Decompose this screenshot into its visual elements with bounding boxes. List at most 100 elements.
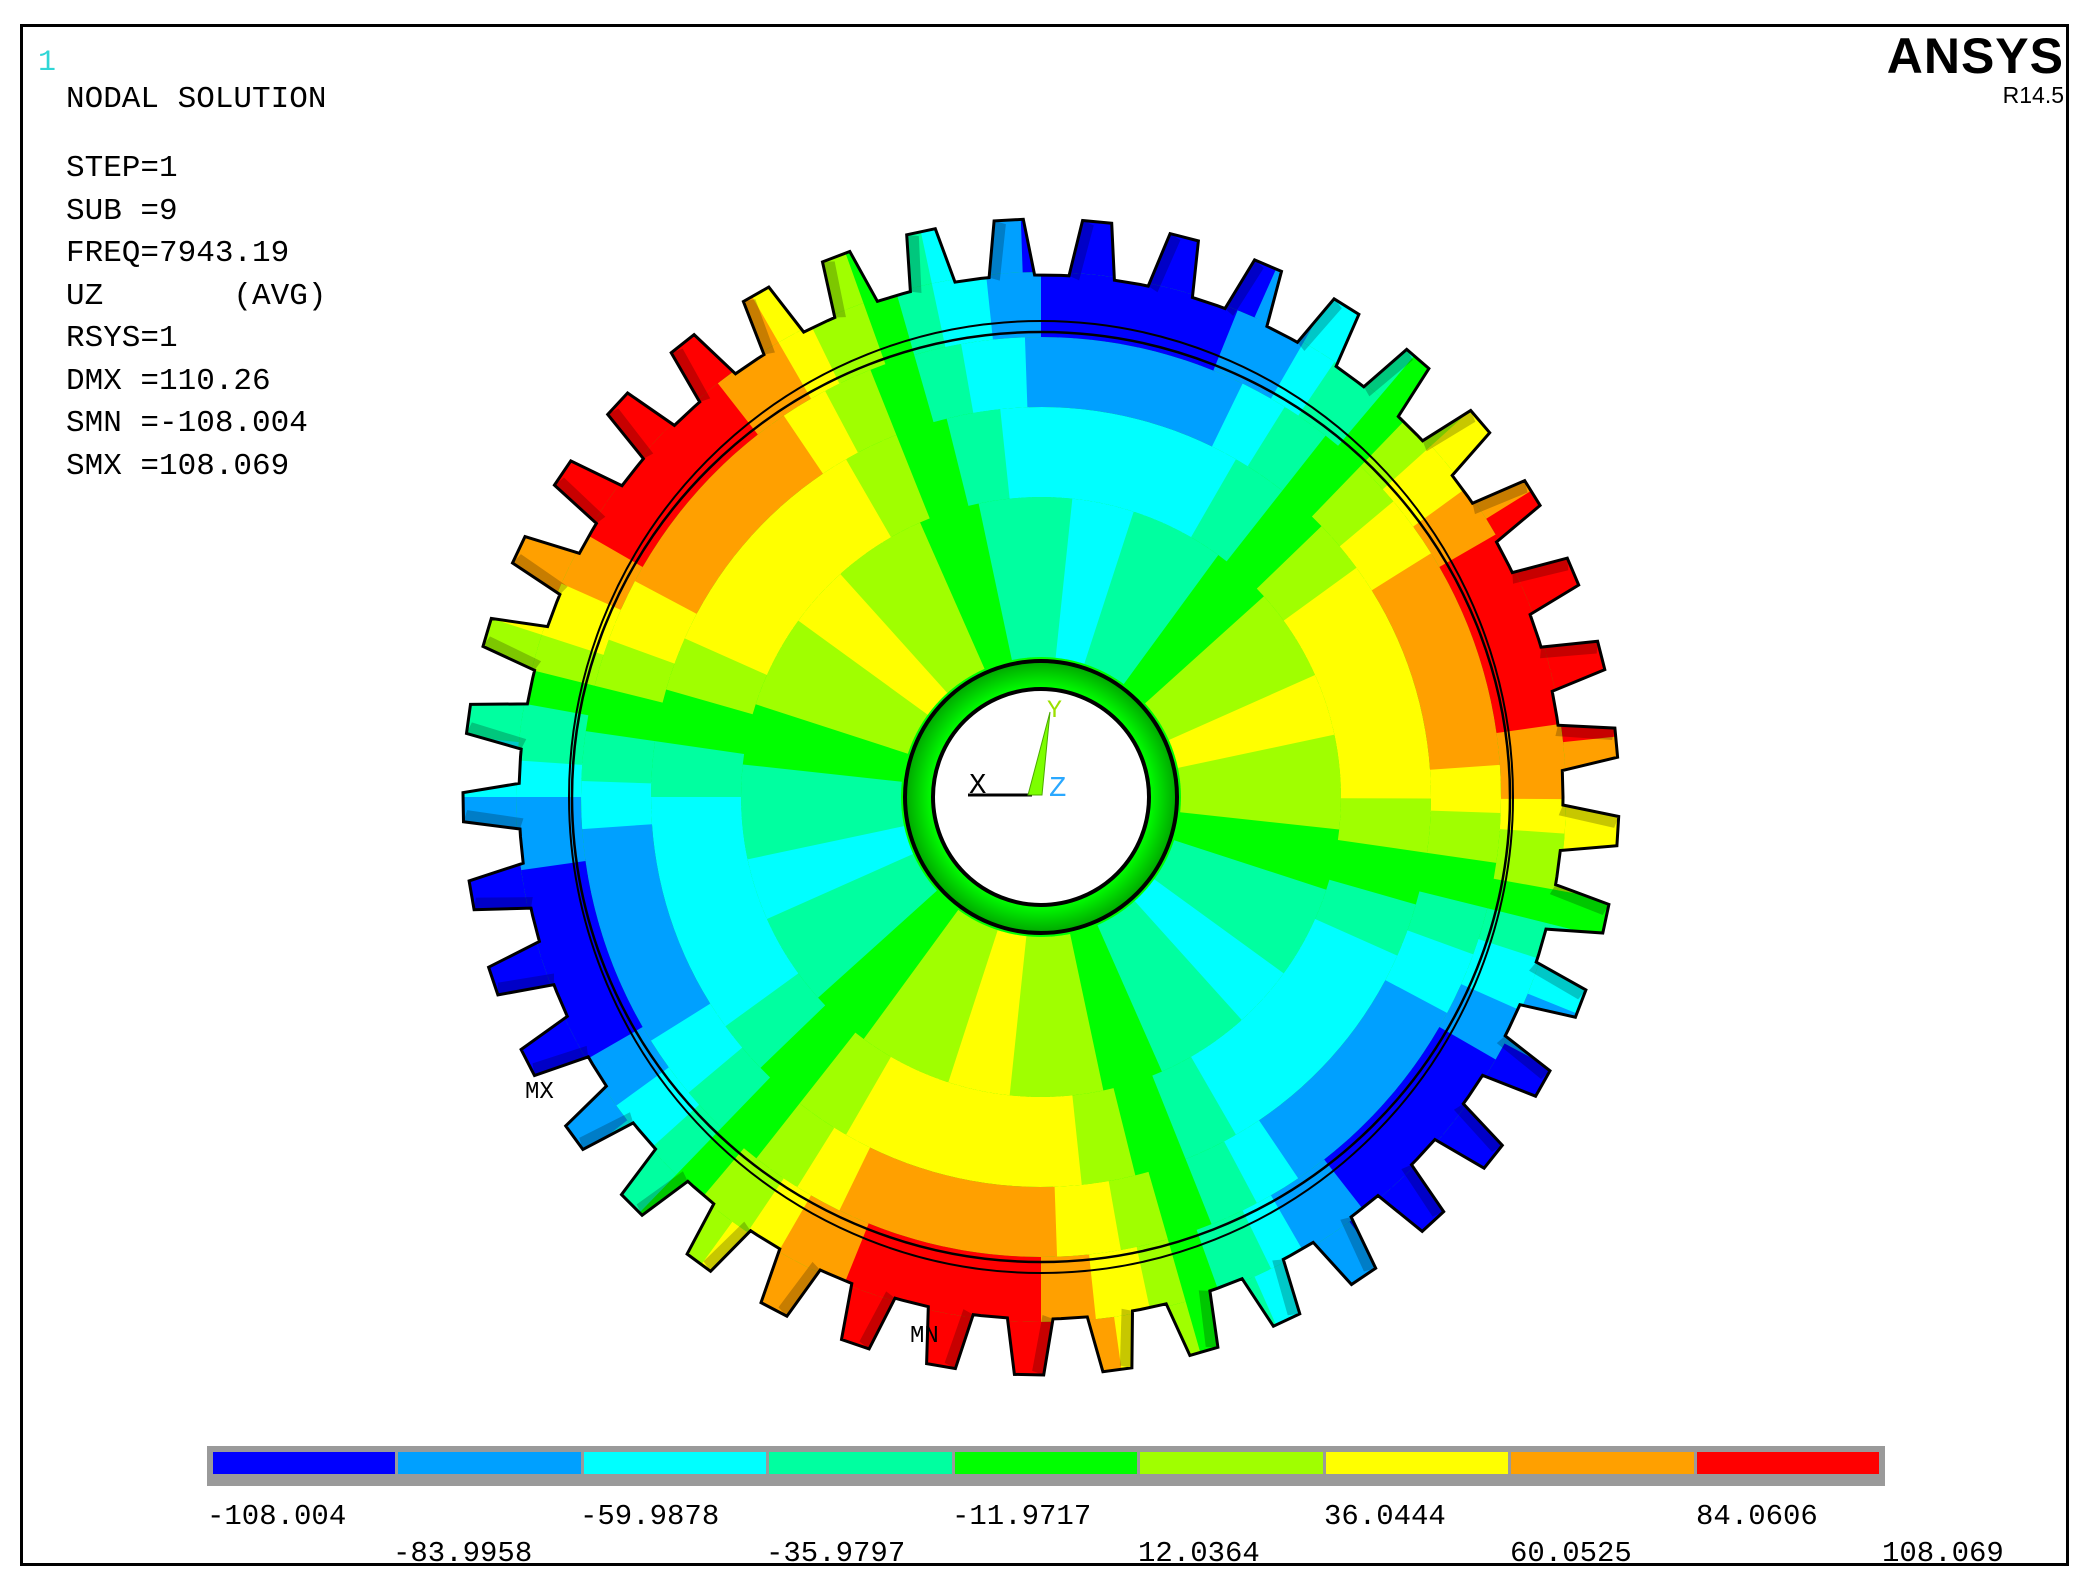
contour-cell xyxy=(1172,840,1327,901)
tooth-flank-shade xyxy=(671,348,711,403)
contour-cell xyxy=(959,1180,987,1253)
contour-cell xyxy=(1347,1127,1406,1189)
contour-cell xyxy=(741,764,902,788)
contour-cell xyxy=(687,1046,752,1105)
contour-cell xyxy=(1064,933,1104,1093)
contour-cell xyxy=(876,1233,915,1302)
contour-cell xyxy=(825,1216,869,1284)
contour-cell xyxy=(1322,663,1413,706)
contour-cell xyxy=(581,779,652,797)
contour-cell xyxy=(1247,406,1300,475)
contour-cell xyxy=(1305,613,1393,667)
contour-cell xyxy=(846,451,902,538)
contour-legend-bar xyxy=(207,1446,1885,1486)
contour-cell xyxy=(1050,936,1073,1097)
contour-cell xyxy=(752,835,908,890)
contour-cell xyxy=(654,837,746,865)
contour-cell xyxy=(1289,955,1372,1017)
contour-cell xyxy=(1093,518,1165,670)
contour-cell xyxy=(1199,466,1261,549)
contour-cell xyxy=(1482,908,1551,944)
rim-undeformed-outline xyxy=(568,320,1514,1274)
contour-cell xyxy=(978,501,1018,661)
contour-cell xyxy=(1271,342,1321,408)
contour-cell xyxy=(652,827,744,852)
contour-cell xyxy=(900,526,981,674)
contour-cell xyxy=(1499,760,1566,783)
contour-cell xyxy=(608,928,680,970)
tooth-flank-shade xyxy=(1529,962,1586,1000)
contour-cell xyxy=(943,1178,974,1251)
contour-cell xyxy=(797,878,931,982)
contour-cell xyxy=(1332,1221,1385,1284)
contour-cell xyxy=(1428,748,1501,772)
contour-cell xyxy=(1133,426,1176,516)
contour-cell xyxy=(717,371,773,435)
contour-cell xyxy=(1153,435,1202,524)
contour-cell xyxy=(1191,459,1249,544)
contour-cell xyxy=(1564,815,1619,841)
contour-cell xyxy=(987,934,1022,1095)
contour-cell xyxy=(1114,219,1145,281)
contour-cell xyxy=(790,488,858,568)
contour-cell xyxy=(544,467,607,519)
contour-cell xyxy=(988,499,1023,660)
contour-cell xyxy=(1027,407,1043,498)
contour-cell xyxy=(1130,1310,1163,1374)
contour-cell xyxy=(741,785,902,797)
contour-cell xyxy=(1326,676,1417,716)
contour-cell xyxy=(516,776,582,797)
bore-hole xyxy=(931,687,1151,907)
legend-swatch-2 xyxy=(398,1452,581,1474)
contour-cell xyxy=(1101,920,1182,1068)
contour-cell xyxy=(1115,542,1210,682)
triad-y-axis xyxy=(1027,711,1051,796)
contour-cell xyxy=(1110,915,1200,1058)
contour-cell xyxy=(894,1238,930,1307)
contour-cell xyxy=(743,815,904,850)
contour-cell xyxy=(463,794,517,818)
contour-cell xyxy=(889,917,976,1062)
contour-cell xyxy=(999,498,1027,659)
contour-cell xyxy=(733,545,812,613)
contour-cell xyxy=(604,1052,669,1106)
contour-cell xyxy=(732,360,786,425)
contour-cell xyxy=(637,1091,700,1149)
contour-cell xyxy=(1255,1195,1304,1262)
contour-cell xyxy=(998,935,1027,1096)
contour-cell xyxy=(1150,224,1185,289)
contour-cell xyxy=(620,593,692,639)
contour-cell xyxy=(967,932,1012,1091)
legend-tick-7: 36.0444 xyxy=(1324,1500,1446,1533)
contour-cell xyxy=(1057,1320,1082,1375)
contour-cell xyxy=(1558,695,1619,727)
contour-cell xyxy=(881,915,971,1057)
contour-cell xyxy=(958,1090,989,1182)
contour-cell xyxy=(756,1103,812,1170)
contour-cell xyxy=(838,1289,879,1354)
contour-cell xyxy=(1081,339,1107,412)
contour-cell xyxy=(1242,325,1290,392)
legend-swatch-3 xyxy=(583,1452,767,1474)
contour-cell xyxy=(651,768,742,787)
min-marker-label: MN xyxy=(910,1323,939,1350)
contour-cell xyxy=(1419,685,1492,718)
contour-cell xyxy=(1430,764,1501,785)
contour-cell xyxy=(664,334,720,395)
contour-cell xyxy=(1224,1026,1292,1106)
contour-cell xyxy=(1256,526,1332,598)
contour-cell xyxy=(1282,964,1365,1028)
contour-cell xyxy=(866,1158,908,1230)
solution-info-block: STEP=1 SUB =9 FREQ=7943.19 UZ (AVG) RSYS… xyxy=(66,148,326,488)
contour-cell xyxy=(1396,943,1468,986)
legend-tick-5: -11.9717 xyxy=(952,1500,1092,1533)
contour-cell xyxy=(717,566,800,630)
contour-cell xyxy=(665,878,756,918)
contour-cell xyxy=(641,990,711,1041)
contour-cell xyxy=(1176,724,1335,769)
contour-cell xyxy=(615,1065,679,1121)
contour-cell xyxy=(1210,1141,1257,1212)
contour-cell xyxy=(1180,801,1341,820)
contour-cell xyxy=(566,1103,628,1158)
contour-cell xyxy=(1211,383,1259,454)
